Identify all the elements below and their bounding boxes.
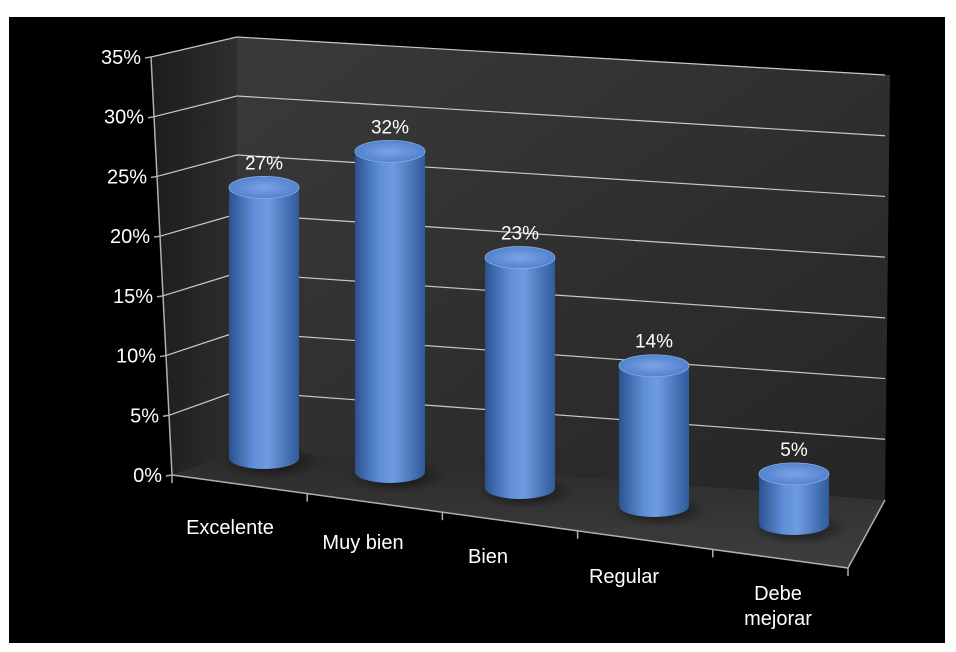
- x-category-label: Bien: [468, 546, 508, 568]
- y-tick-mark: [153, 235, 161, 238]
- y-tick-label: 35%: [101, 47, 141, 69]
- gridlines: [150, 36, 886, 440]
- gridline-back: [236, 95, 886, 137]
- category-labels: Excelente Muy bien Bien Regular Debe mejorar: [186, 517, 812, 630]
- bar-debe-mejorar: [751, 462, 849, 545]
- y-tick-label: 10%: [116, 346, 156, 368]
- floor-right-edge: [847, 499, 886, 569]
- data-label: 14%: [635, 332, 673, 353]
- bar-body: [619, 365, 689, 517]
- bar-top: [758, 462, 830, 486]
- data-label: 5%: [780, 440, 808, 461]
- y-tick-mark: [162, 414, 170, 418]
- x-category-label: Muy bien: [322, 532, 403, 554]
- gridline-side: [150, 36, 238, 58]
- gridline-side: [159, 213, 238, 237]
- bar-body: [485, 257, 555, 499]
- bar-body: [355, 151, 425, 484]
- gridline-back: [236, 272, 886, 319]
- bar-body: [759, 473, 829, 535]
- left-axis-line: [150, 56, 173, 476]
- bar-bien: [477, 246, 575, 509]
- bar-regular: [611, 354, 709, 527]
- y-tick-mark: [159, 354, 167, 358]
- y-tick-mark: [150, 175, 158, 179]
- left-side-wall: [151, 37, 237, 475]
- y-tick-mark: [147, 115, 155, 119]
- gridline-back: [236, 154, 886, 198]
- data-label: 27%: [245, 153, 283, 174]
- y-tick-mark: [165, 474, 173, 477]
- data-labels: 27% 32% 23% 14% 5%: [245, 117, 808, 461]
- gridline-side: [162, 272, 238, 297]
- gridline-back: [236, 331, 886, 380]
- bar-body: [229, 187, 299, 469]
- gridline-side: [168, 390, 238, 416]
- bar-top: [228, 176, 300, 199]
- gridline-back: [236, 36, 886, 76]
- gridline-side: [165, 331, 238, 357]
- y-tick-label: 30%: [104, 107, 144, 129]
- gridline-side: [156, 154, 238, 178]
- y-tick-label: 25%: [107, 166, 147, 188]
- bars: [221, 139, 849, 545]
- back-wall: [237, 37, 890, 500]
- data-label: 32%: [371, 117, 409, 138]
- y-tick-mark: [144, 56, 152, 59]
- y-tick-label: 5%: [130, 405, 159, 427]
- gridline-side: [153, 95, 238, 118]
- gridline-back: [236, 213, 886, 258]
- bar-top: [618, 354, 690, 378]
- bar-top: [484, 246, 556, 269]
- gridline-back: [236, 390, 886, 440]
- data-label: 23%: [501, 224, 539, 245]
- x-axis-ticks: [171, 475, 849, 576]
- bar-excelente: [221, 176, 319, 479]
- bar-top: [354, 139, 426, 163]
- bar-muy-bien: [347, 139, 445, 493]
- y-tick-label: 20%: [110, 226, 150, 248]
- x-category-label: Regular: [589, 566, 659, 588]
- floor-front-edge: [171, 474, 849, 569]
- y-axis-ticks: 0% 5% 10% 15% 20% 25% 30% 35%: [101, 47, 173, 487]
- x-category-label: Excelente: [186, 517, 274, 539]
- y-tick-mark: [156, 295, 164, 298]
- y-tick-label: 0%: [133, 465, 162, 487]
- x-category-label: Debe mejorar: [744, 583, 812, 630]
- y-tick-label: 15%: [113, 286, 153, 308]
